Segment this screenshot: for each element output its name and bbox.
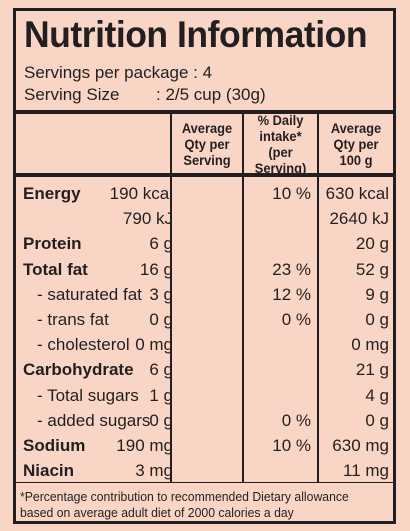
table-row: - cholesterol 0 mg 0 mg (16, 332, 393, 357)
servings-per-package: Servings per package : 4 (24, 63, 213, 82)
daily-intake-value: 10 % (272, 184, 311, 203)
header-daily-intake: % Daily intake* (per Serving) (254, 112, 307, 176)
per-100g-value: 21 g (355, 360, 389, 380)
per-100g-value: 9 g (365, 284, 389, 304)
per-100g-value: 20 g (355, 234, 389, 254)
nutrient-name: Energy (23, 184, 81, 203)
header-per-serving: Average Qty per Serving (181, 120, 233, 168)
per-serving-value: 3 mg (135, 461, 173, 481)
per-100g-value: 52 g (355, 259, 389, 279)
daily-intake-value: 23 % (272, 259, 311, 279)
nutrient-name: Protein (23, 234, 82, 254)
column-divider-1 (170, 114, 172, 482)
per-serving-value: 0 g (149, 310, 173, 329)
header-bottom-rule (16, 173, 393, 177)
per-100g-value: 630 kcal (325, 184, 389, 203)
table-row: Energy 190 kcal 10 % 630 kcal (16, 181, 393, 206)
nutrient-name: - added sugars (37, 410, 151, 430)
table-row: Protein 6 g 20 g (16, 231, 393, 256)
per-100g-value: 0 g (365, 410, 389, 430)
per-100g-value: 4 g (365, 385, 389, 405)
footnote-mark: * (20, 489, 25, 504)
serving-size: Serving Size : 2/5 cup (30g) (24, 85, 266, 105)
serving-size-label: Serving Size (24, 85, 120, 104)
column-divider-3 (317, 114, 319, 482)
table-row: Carbohydrate 6 g 21 g (16, 357, 393, 382)
footnote-rule (16, 482, 393, 483)
nutrient-name: - Total sugars (37, 385, 139, 405)
table-row: 790 kJ 2640 kJ (16, 206, 393, 231)
daily-intake-value: 10 % (272, 436, 311, 455)
table-row: Total fat 16 g 23 % 52 g (16, 257, 393, 282)
table-row: Sodium 190 mg 10 % 630 mg (16, 433, 393, 458)
header-per-100g: Average Qty per 100 g (330, 120, 382, 168)
table-row: - Total sugars 1 g 4 g (16, 383, 393, 408)
nutrient-name: Sodium (23, 436, 86, 455)
table-row: - saturated fat 3 g 12 % 9 g (16, 282, 393, 307)
nutrient-name: Niacin (23, 461, 75, 481)
per-serving-value: 6 g (149, 234, 173, 254)
nutrition-panel: Nutrition Information Servings per packa… (13, 8, 396, 524)
serving-size-value: : 2/5 cup (30g) (156, 85, 266, 104)
footnote-line-1: Percentage contribution to recommended D… (24, 489, 349, 504)
per-100g-value: 0 g (365, 310, 389, 329)
nutrient-name: Total fat (23, 259, 88, 279)
table-row: Niacin 3 mg 11 mg (16, 458, 393, 483)
panel-title: Nutrition Information (24, 14, 368, 55)
header-top-rule (16, 110, 393, 114)
per-100g-value: 630 mg (332, 436, 389, 455)
nutrient-name: - saturated fat (37, 284, 142, 304)
footnote: *Percentage contribution to recommended … (20, 489, 349, 521)
per-serving-value: 0 mg (135, 335, 173, 355)
per-serving-value: 790 kJ (122, 209, 173, 229)
nutrient-name: Carbohydrate (23, 360, 134, 380)
per-100g-value: 11 mg (343, 461, 389, 481)
nutrient-name: - trans fat (37, 310, 109, 329)
nutrient-name: - cholesterol (37, 335, 130, 355)
per-serving-value: 3 g (149, 284, 173, 304)
per-serving-value: 1 g (149, 385, 173, 405)
per-100g-value: 0 mg (351, 335, 389, 355)
per-serving-value: 0 g (149, 410, 173, 430)
column-divider-2 (242, 114, 244, 482)
footnote-line-2: based on average adult diet of 2000 calo… (20, 505, 294, 520)
daily-intake-value: 0 % (281, 410, 311, 430)
per-serving-value: 190 mg (116, 436, 173, 455)
per-100g-value: 2640 kJ (329, 209, 389, 229)
per-serving-value: 6 g (149, 360, 173, 380)
daily-intake-value: 0 % (281, 310, 311, 329)
daily-intake-value: 12 % (272, 284, 311, 304)
per-serving-value: 16 g (139, 259, 173, 279)
table-row: - trans fat 0 g 0 % 0 g (16, 307, 393, 332)
per-serving-value: 190 kcal (109, 184, 173, 203)
